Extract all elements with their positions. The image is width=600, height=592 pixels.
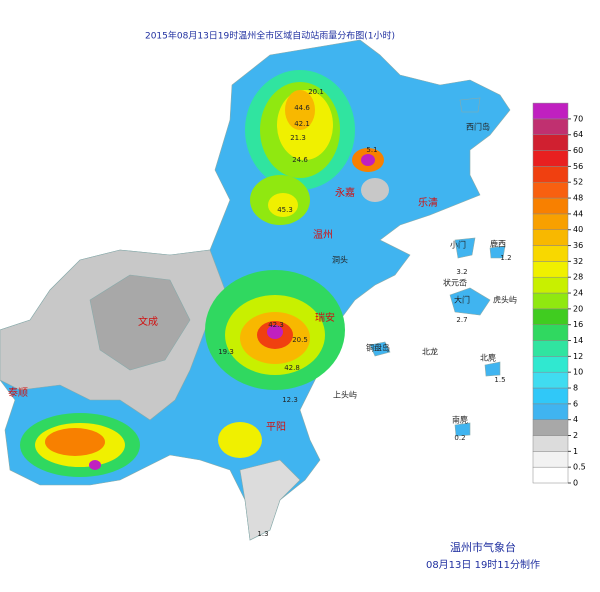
place-name: 鹿西 [490, 239, 506, 249]
place-name: 铜盘岛 [366, 343, 390, 353]
legend-label: 20 [573, 304, 583, 313]
islands [369, 97, 506, 437]
station-value: 12.3 [282, 396, 298, 404]
station-value: 42.1 [294, 120, 310, 128]
legend-label: 48 [573, 194, 583, 203]
legend-bin [532, 197, 569, 215]
legend-label: 0 [573, 479, 578, 488]
place-name: 乐清 [418, 196, 438, 209]
legend-bin [532, 213, 569, 230]
legend-label: 14 [573, 336, 583, 345]
station-value: 20.5 [292, 336, 308, 344]
legend-bin [532, 419, 569, 436]
legend-label: 36 [573, 241, 583, 250]
station-value: 42.3 [268, 321, 284, 329]
legend-bin [532, 371, 569, 389]
legend-bin [532, 308, 569, 325]
legend-label: 1 [573, 447, 578, 456]
place-name: 洞头 [332, 255, 348, 265]
legend-bin [532, 292, 569, 310]
legend-label: 4 [573, 415, 578, 424]
station-value: 21.3 [290, 134, 306, 142]
legend-bin [532, 261, 569, 278]
legend-label: 44 [573, 209, 583, 218]
legend-label: 6 [573, 399, 578, 408]
color-legend: 00.5124681012141620242832364044485256606… [532, 102, 586, 488]
place-name: 虎头屿 [493, 295, 517, 305]
place-name: 大门 [454, 295, 470, 305]
station-value: 44.6 [294, 104, 310, 112]
legend-bin [532, 356, 569, 373]
place-name: 小门 [450, 240, 466, 250]
place-name: 上头屿 [333, 390, 357, 400]
legend-label: 32 [573, 257, 583, 266]
legend-bin [532, 166, 569, 183]
place-name: 泰顺 [8, 386, 28, 399]
place-name: 状元岙 [443, 278, 467, 288]
station-value: 1.2 [500, 254, 511, 262]
place-name: 西门岛 [466, 122, 490, 132]
place-name: 瑞安 [315, 311, 335, 324]
legend-bin [532, 387, 569, 405]
legend-label: 24 [573, 289, 583, 298]
place-name: 永嘉 [335, 186, 355, 199]
legend-bin [532, 134, 569, 151]
station-value: 1.5 [494, 376, 505, 384]
legend-bin [532, 102, 569, 120]
legend-bin [532, 150, 569, 167]
station-value: 3.2 [456, 268, 467, 276]
legend-bin [532, 181, 569, 199]
station-value: 20.1 [308, 88, 324, 96]
station-value: 0.2 [454, 434, 465, 442]
station-value: 42.8 [284, 364, 300, 372]
station-value: 2.7 [456, 316, 467, 324]
legend-bin [532, 118, 569, 135]
place-name: 温州 [313, 229, 333, 241]
legend-label: 60 [573, 146, 583, 155]
station-value: 45.3 [277, 206, 293, 214]
station-value: 1.3 [257, 530, 268, 538]
place-name: 平阳 [266, 421, 286, 433]
legend-label: 64 [573, 130, 583, 139]
legend-label: 12 [573, 352, 583, 361]
rain-areas [20, 70, 389, 477]
legend-label: 8 [573, 384, 578, 393]
station-value: 24.6 [292, 156, 308, 164]
legend-label: 28 [573, 273, 583, 282]
legend-bin [532, 466, 569, 484]
legend-label: 70 [573, 114, 583, 123]
place-name: 北龙 [422, 347, 438, 357]
legend-label: 40 [573, 225, 583, 234]
footer-agency: 温州市气象台 [450, 540, 516, 554]
legend-bin [532, 276, 569, 294]
legend-bin [532, 340, 569, 357]
station-value: 5.1 [366, 146, 377, 154]
legend-label: 2 [573, 431, 578, 440]
place-name: 南麂 [452, 415, 468, 425]
place-name: 北麂 [480, 353, 496, 363]
legend-label: 10 [573, 368, 583, 377]
legend-bin [532, 435, 569, 452]
footer-made: 08月13日 19时11分制作 [426, 558, 540, 571]
station-value: 19.3 [218, 348, 234, 356]
legend-label: 52 [573, 178, 583, 187]
place-name: 文成 [138, 315, 158, 328]
legend-label: 56 [573, 162, 583, 171]
legend-label: 16 [573, 320, 583, 329]
map-title: 2015年08月13日19时温州全市区域自动站雨量分布图(1小时) [145, 30, 395, 42]
legend-label: 0.5 [573, 463, 586, 472]
legend-bin [532, 324, 569, 341]
legend-bin [532, 229, 569, 246]
legend-bin [532, 245, 569, 262]
legend-bin [532, 451, 569, 468]
legend-bin [532, 403, 569, 420]
